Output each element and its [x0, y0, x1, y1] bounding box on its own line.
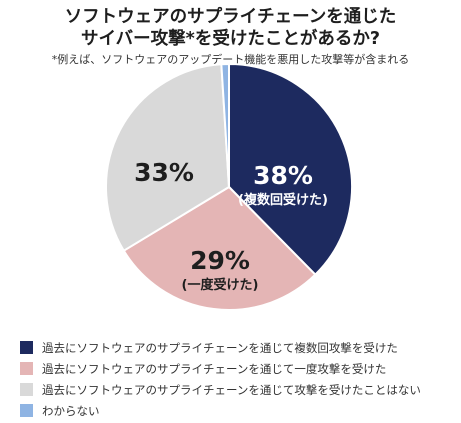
- slice-sublabel-1: (一度受けた): [182, 277, 259, 293]
- pie-slice-0: [228, 62, 353, 277]
- chart-title-line-2: サイバー攻撃*を受けたことがあるか?: [81, 29, 380, 49]
- pie-slice-1: [122, 185, 317, 311]
- slice-value-label-2: 33%: [134, 158, 194, 187]
- chart-subtitle: *例えば、ソフトウェアのアップデート機能を悪用した攻撃等が含まれる: [51, 53, 410, 66]
- pie-slice-3: [220, 62, 230, 188]
- legend-item-1: 過去にソフトウェアのサプライチェーンを通じて一度攻撃を受けた: [20, 358, 421, 379]
- legend-item-2: 過去にソフトウェアのサプライチェーンを通じて攻撃を受けたことはない: [20, 379, 421, 400]
- chart-title: ソフトウェアのサプライチェーンを通じた サイバー攻撃*を受けたことがあるか?: [0, 6, 461, 50]
- legend-swatch-1: [20, 362, 33, 375]
- pie-slice-2: [105, 63, 231, 253]
- legend-swatch-2: [20, 383, 33, 396]
- legend: 過去にソフトウェアのサプライチェーンを通じて複数回攻撃を受けた 過去にソフトウェア…: [20, 337, 421, 421]
- slice-value-label-0: 38%: [253, 161, 313, 190]
- chart-title-line-1: ソフトウェアのサプライチェーンを通じた: [64, 7, 397, 27]
- legend-swatch-0: [20, 341, 33, 354]
- slice-sublabel-0: (複数回受けた): [238, 192, 328, 208]
- legend-label-1: 過去にソフトウェアのサプライチェーンを通じて一度攻撃を受けた: [42, 361, 387, 376]
- legend-item-0: 過去にソフトウェアのサプライチェーンを通じて複数回攻撃を受けた: [20, 337, 421, 358]
- legend-label-3: わからない: [42, 403, 100, 418]
- legend-swatch-3: [20, 404, 33, 417]
- legend-label-2: 過去にソフトウェアのサプライチェーンを通じて攻撃を受けたことはない: [42, 382, 421, 397]
- legend-item-3: わからない: [20, 400, 421, 421]
- legend-label-0: 過去にソフトウェアのサプライチェーンを通じて複数回攻撃を受けた: [42, 340, 398, 355]
- slice-value-label-1: 29%: [190, 246, 250, 275]
